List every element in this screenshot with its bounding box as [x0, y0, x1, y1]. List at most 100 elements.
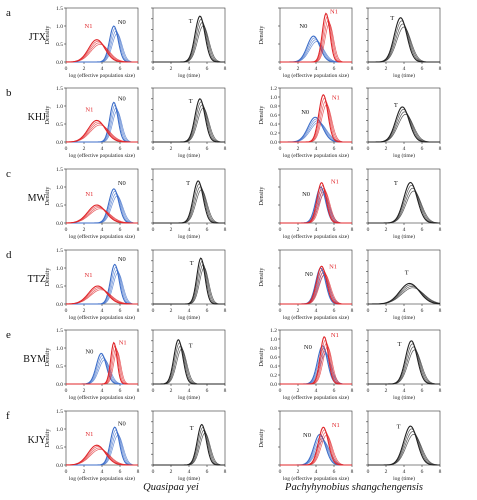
y-tick-label: 1.0 [270, 95, 277, 101]
row-site-label: KHJ [28, 112, 46, 123]
y-tick-label: 0.6 [270, 113, 277, 119]
series-label-t: T [190, 425, 194, 432]
series-label-n1: N1 [331, 178, 339, 185]
panel-c-3: 0 2 4 6 8 Density log (effective population si… [259, 168, 354, 240]
x-tick-label: 6 [119, 227, 122, 233]
panel-b-3: 0 2 4 6 8 0.0 0.2 0.4 0.6 0.8 1.0 1.2 Density log (ef… [259, 86, 354, 159]
density-curve-n0 [66, 195, 139, 224]
density-curve-t [153, 101, 225, 143]
series-label-n1: N1 [85, 272, 93, 279]
y-tick-label: 1.2 [270, 328, 277, 334]
x-tick-label: 4 [315, 146, 318, 152]
series-label-n1: N1 [119, 339, 127, 346]
x-axis-label: log (time) [178, 475, 200, 482]
y-tick-label: 0.2 [270, 373, 277, 379]
plot-frame [65, 410, 139, 466]
density-curve-n0 [280, 39, 352, 63]
x-tick-label: 4 [101, 66, 104, 72]
x-tick-label: 8 [351, 388, 354, 394]
density-curve-n1 [280, 101, 352, 143]
series-label-n1: N1 [331, 332, 339, 339]
density-curve-n1 [280, 265, 352, 305]
x-axis-label: log (effective population size) [283, 314, 349, 321]
x-tick-label: 4 [315, 227, 318, 233]
x-tick-label: 6 [333, 308, 336, 314]
y-tick-label: 1.0 [270, 337, 277, 343]
x-tick-label: 8 [439, 66, 442, 72]
x-tick-label: 4 [188, 146, 191, 152]
panel-e-2: 0 2 4 6 8 log (time) T [151, 329, 227, 401]
x-tick-label: 4 [188, 469, 191, 475]
density-curve-n0 [280, 41, 352, 63]
x-tick-label: 2 [170, 388, 173, 394]
x-tick-label: 0 [367, 469, 370, 475]
x-tick-label: 0 [367, 388, 370, 394]
x-tick-label: 8 [224, 469, 227, 475]
density-curve-t [368, 26, 440, 63]
series-label-n1: N1 [332, 422, 340, 429]
series-label-n1: N1 [332, 94, 340, 101]
panel-c-4: 0 2 4 6 8 log (time) T [366, 168, 442, 240]
series-label-n1: N1 [329, 264, 337, 271]
x-tick-label: 0 [65, 308, 68, 314]
x-axis-label: log (effective population size) [283, 152, 349, 159]
x-tick-label: 2 [297, 66, 300, 72]
x-tick-label: 6 [119, 146, 122, 152]
density-curve-t [153, 264, 225, 305]
y-axis-label: Density [45, 348, 51, 367]
plot-frame [152, 87, 226, 143]
density-curve-t [153, 261, 225, 305]
x-tick-label: 6 [333, 146, 336, 152]
x-tick-label: 6 [119, 388, 122, 394]
density-curve-t [153, 19, 225, 63]
x-tick-label: 0 [152, 66, 155, 72]
row-letter: f [6, 410, 10, 422]
series-label-n0: N0 [118, 96, 126, 103]
y-tick-label: 0.0 [270, 140, 277, 146]
y-tick-label: 1.5 [56, 86, 63, 92]
x-tick-label: 0 [279, 469, 282, 475]
density-curve-n1 [65, 447, 138, 466]
y-tick-label: 1.5 [56, 409, 63, 415]
panel-a-1: 0 2 4 6 8 0.0 0.5 1.0 1.5 Density log (effective p… [45, 6, 140, 79]
series-label-n1: N1 [85, 431, 93, 438]
y-tick-label: 1.5 [56, 328, 63, 334]
series-label-n0: N0 [303, 432, 311, 439]
x-tick-label: 8 [351, 66, 354, 72]
density-curve-t [153, 180, 225, 224]
density-curve-n1 [280, 426, 352, 466]
y-tick-label: 0.5 [56, 284, 63, 290]
y-tick-label: 0.8 [270, 104, 277, 110]
y-tick-label: 1.5 [56, 167, 63, 173]
x-tick-label: 0 [65, 469, 68, 475]
x-tick-label: 0 [279, 66, 282, 72]
density-curve-n1 [280, 434, 352, 466]
x-tick-label: 8 [439, 308, 442, 314]
x-tick-label: 6 [206, 469, 209, 475]
x-tick-label: 0 [279, 146, 282, 152]
density-curve-n0 [66, 28, 138, 63]
y-axis-label: Density [259, 106, 265, 125]
x-tick-label: 4 [101, 469, 104, 475]
y-axis-label: Density [45, 187, 51, 206]
density-curve-t [368, 340, 440, 385]
x-tick-label: 8 [137, 388, 140, 394]
density-curve-n0 [66, 352, 138, 385]
x-tick-label: 2 [297, 308, 300, 314]
series-label-t: T [405, 269, 409, 276]
y-tick-label: 1.0 [56, 266, 63, 272]
x-axis-label: log (effective population size) [69, 72, 135, 79]
x-tick-label: 6 [421, 388, 424, 394]
density-curve-n1 [65, 124, 138, 143]
panel-a-2: 0 2 4 6 8 log (time) T [151, 7, 227, 79]
x-axis-label: log (effective population size) [283, 475, 349, 482]
x-tick-label: 8 [137, 308, 140, 314]
y-axis-label: Density [259, 348, 265, 367]
panel-e-3: 0 2 4 6 8 0.0 0.2 0.4 0.6 0.8 1.0 1.2 Density log (ef… [259, 328, 354, 401]
x-tick-label: 8 [224, 227, 227, 233]
x-axis-label: log (effective population size) [69, 394, 135, 401]
x-axis-label: log (effective population size) [69, 152, 135, 159]
series-label-n0: N0 [85, 348, 93, 355]
plot-frame [65, 87, 139, 143]
